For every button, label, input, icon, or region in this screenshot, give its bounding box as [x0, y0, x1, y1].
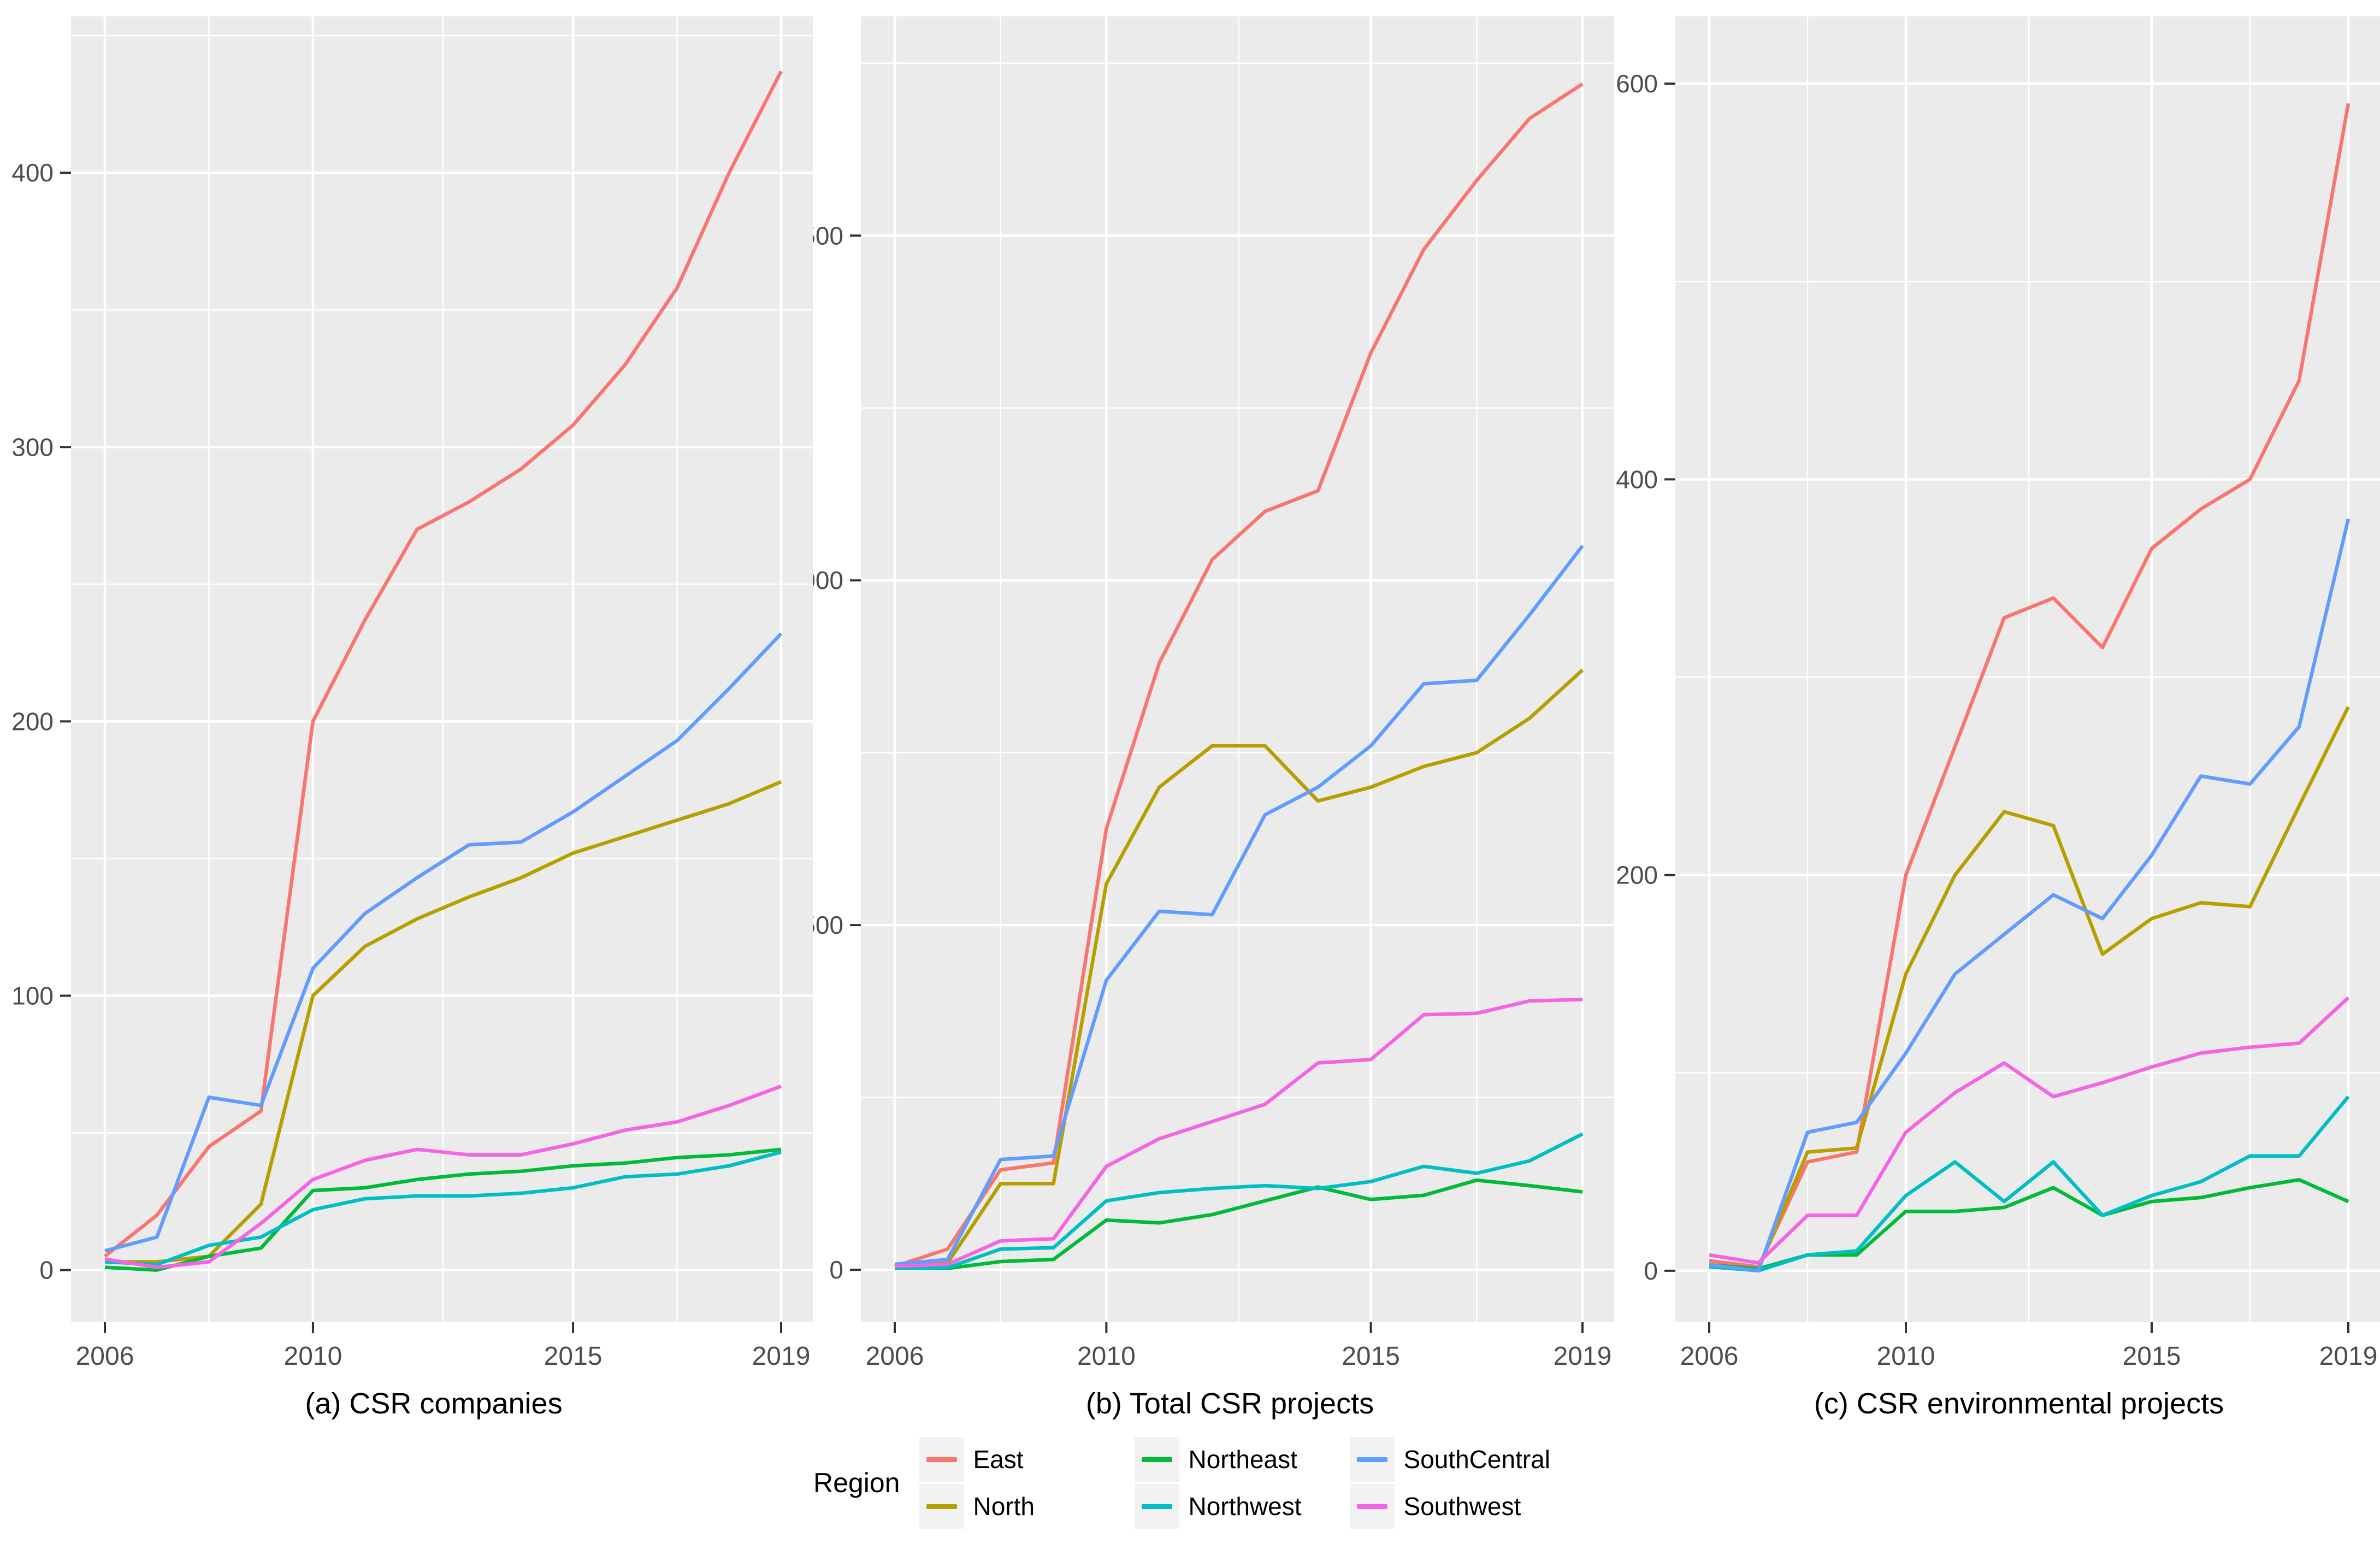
x-tick-label: 2019	[1554, 1342, 1612, 1371]
legend-item-north: North	[919, 1483, 1120, 1530]
y-tick-label: 0	[39, 1256, 54, 1284]
series-line-southwest	[104, 1085, 782, 1269]
x-tick-label: 2010	[284, 1342, 342, 1371]
y-tick-label: 1500	[813, 221, 843, 250]
legend-key-icon	[1350, 1484, 1395, 1529]
y-tick-label: 400	[11, 158, 54, 187]
southwest-line-swatch-icon	[1357, 1504, 1388, 1509]
x-tick-label: 2006	[866, 1342, 924, 1371]
legend-title: Region	[813, 1468, 900, 1498]
southcentral-line-swatch-icon	[1357, 1457, 1388, 1462]
series-line-southcentral	[1709, 518, 2351, 1273]
legend-label-east: East	[973, 1445, 1024, 1474]
legend-label-southcentral: SouthCentral	[1403, 1445, 1550, 1474]
panel-b-total-csr-projects: 2006 2010 2015 2019 0 500 1000 1500 (b) Total C…	[813, 0, 1614, 1421]
y-tick-label: 600	[1616, 69, 1658, 98]
northeast-line-swatch-icon	[1142, 1457, 1173, 1462]
series-line-southcentral	[894, 545, 1584, 1266]
x-tick-label: 2015	[1342, 1342, 1400, 1371]
y-tick-label: 500	[813, 911, 843, 939]
legend-label-southwest: Southwest	[1403, 1492, 1521, 1521]
panel-background	[1675, 16, 2380, 1322]
series-line-east	[1709, 103, 2351, 1269]
panel-b-plot-area: 2006 2010 2015 2019 0 500 1000 1500	[813, 16, 1614, 1371]
legend-item-southcentral: SouthCentral	[1350, 1436, 1567, 1483]
legend-key-icon	[1350, 1437, 1395, 1482]
x-tick-label: 2019	[2319, 1342, 2378, 1371]
legend-item-southwest: Southwest	[1350, 1483, 1567, 1530]
panel-a-caption: (a) CSR companies	[305, 1387, 563, 1420]
x-tick-label: 2006	[76, 1342, 134, 1371]
y-tick-label: 1000	[813, 566, 843, 594]
y-tick-label: 400	[1616, 465, 1658, 493]
panel-c-plot-area: 2006 2010 2015 2019 0 200 400 600	[1616, 16, 2380, 1371]
panel-a-csr-companies: 2006 2010 2015 2019 0 100 200 300 400 (a) CSR co…	[0, 0, 813, 1421]
series-line-northwest	[894, 1132, 1584, 1270]
legend-column-2: Northeast Northwest	[1135, 1436, 1336, 1530]
panel-b-caption: (b) Total CSR projects	[1085, 1387, 1374, 1420]
series-line-northeast	[895, 1178, 1583, 1270]
y-tick-label: 200	[1616, 861, 1658, 889]
northwest-line-swatch-icon	[1142, 1504, 1173, 1509]
legend-key-icon	[919, 1484, 965, 1529]
legend-label-northwest: Northwest	[1188, 1492, 1302, 1521]
series-line-southcentral	[104, 632, 783, 1253]
series-line-northwest	[104, 1150, 782, 1266]
series-line-east	[894, 82, 1584, 1268]
x-tick-label: 2010	[1877, 1342, 1935, 1371]
series-line-southwest	[894, 998, 1583, 1269]
series-line-north	[105, 780, 782, 1264]
legend-item-east: East	[919, 1436, 1120, 1483]
panel-a-plot-area: 2006 2010 2015 2019 0 100 200 300 400	[11, 16, 813, 1371]
x-tick-label: 2015	[544, 1342, 603, 1371]
panel-background	[861, 16, 1614, 1322]
faceted-line-chart-figure: 2006 2010 2015 2019 0 100 200 300 400 (a) CSR co…	[0, 0, 2380, 1421]
legend-label-northeast: Northeast	[1188, 1445, 1297, 1474]
east-line-swatch-icon	[926, 1457, 958, 1462]
series-line-north	[894, 668, 1584, 1270]
panel-background	[71, 16, 813, 1322]
legend: Region East North Northeast Northwest So…	[0, 1436, 2380, 1530]
x-tick-label: 2015	[2123, 1342, 2181, 1371]
x-tick-label: 2019	[752, 1342, 811, 1371]
legend-key-icon	[919, 1437, 965, 1482]
series-line-east	[103, 70, 783, 1258]
panel-c-csr-environmental-projects: 2006 2010 2015 2019 0 200 400 600 (c) CSR envir…	[1614, 0, 2380, 1421]
x-tick-label: 2006	[1680, 1342, 1739, 1371]
legend-item-northwest: Northwest	[1135, 1483, 1336, 1530]
north-line-swatch-icon	[926, 1504, 958, 1509]
y-tick-label: 300	[11, 433, 54, 461]
legend-key-icon	[1135, 1437, 1180, 1482]
y-tick-label: 0	[1644, 1257, 1658, 1285]
y-tick-label: 100	[11, 982, 54, 1010]
legend-label-north: North	[973, 1492, 1035, 1521]
series-line-southwest	[1709, 996, 2350, 1265]
panel-c-caption: (c) CSR environmental projects	[1814, 1387, 2224, 1420]
x-tick-label: 2010	[1077, 1342, 1136, 1371]
legend-column-1: East North	[919, 1436, 1120, 1530]
y-tick-label: 200	[11, 707, 54, 735]
y-tick-label: 0	[829, 1256, 843, 1284]
legend-column-3: SouthCentral Southwest	[1350, 1436, 1567, 1530]
legend-item-northeast: Northeast	[1135, 1436, 1336, 1483]
series-line-northwest	[1709, 1095, 2350, 1273]
legend-key-icon	[1135, 1484, 1180, 1529]
series-line-north	[1709, 706, 2350, 1271]
